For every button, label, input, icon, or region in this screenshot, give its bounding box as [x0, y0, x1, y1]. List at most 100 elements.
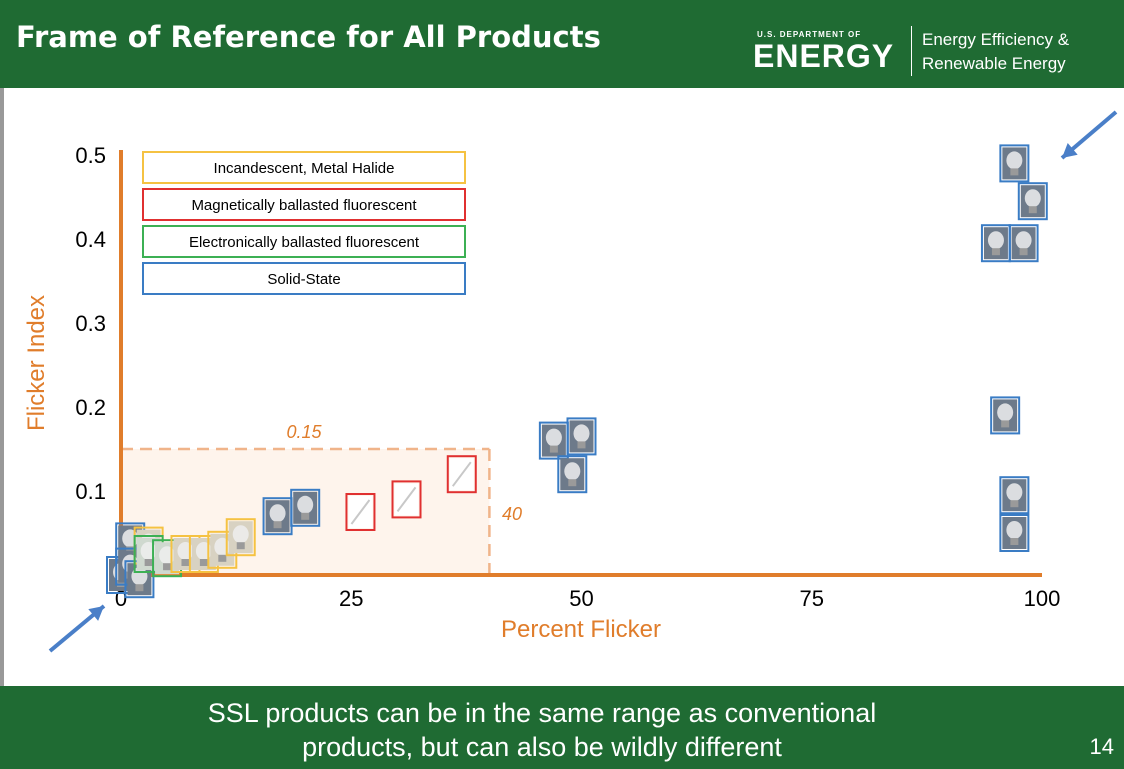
bulb-base [236, 542, 245, 550]
data-point-magnetic [446, 455, 477, 494]
legend-swatch-box [142, 188, 466, 221]
bulb-base [163, 563, 172, 571]
legend-swatch-box [142, 151, 466, 184]
bulb-base [1010, 168, 1019, 176]
legend-swatch-box [142, 225, 466, 258]
legend-label: Electronically ballasted fluorescent [189, 234, 420, 251]
bulb-shape [1006, 483, 1023, 502]
bulb-shape [122, 529, 139, 548]
header-bar: Frame of Reference for All Products U.S.… [0, 0, 1124, 88]
arrow-icon-bottom-left [48, 604, 106, 653]
data-point-solid_state [1017, 182, 1048, 221]
bulb-shape [269, 504, 286, 523]
bulb-shape [545, 428, 562, 447]
y-axis-label: Flicker Index [23, 295, 50, 431]
point-marker-border [290, 488, 321, 527]
bulb-base [218, 554, 227, 562]
footer-bar: SSL products can be in the same range as… [0, 686, 1124, 769]
tube-shape [451, 461, 472, 487]
point-marker-border [391, 480, 422, 519]
x-axis-label: Percent Flicker [501, 616, 661, 643]
y-tick-label: 0.5 [75, 143, 106, 168]
point-marker-border [999, 476, 1030, 515]
data-point-magnetic [345, 493, 376, 531]
bulb-base [1010, 538, 1019, 545]
annotation-flicker-index-threshold: 0.15 [286, 422, 322, 442]
y-tick-label: 0.2 [75, 395, 106, 420]
x-tick-label: 75 [800, 586, 824, 611]
legend-group: Incandescent, Metal Halide Magnetically b… [142, 151, 466, 295]
bulb-base [117, 580, 125, 587]
bulb-shape [987, 231, 1004, 250]
point-marker-border [990, 396, 1021, 435]
x-tick-label: 25 [339, 586, 363, 611]
bulb-shape [564, 462, 581, 481]
bulb-shape [1024, 189, 1041, 208]
bulb-base [1028, 206, 1037, 214]
x-tick-label: 50 [569, 586, 593, 611]
data-point-solid_state [1008, 224, 1039, 263]
bulb-shape [195, 542, 212, 560]
eere-line-1: Energy Efficiency & [922, 30, 1070, 49]
bulb-base [126, 546, 135, 554]
bulb-base [273, 521, 282, 529]
bulb-base [577, 441, 586, 449]
bulb-base [181, 559, 190, 566]
data-point-solid_state [557, 455, 588, 494]
legend-label: Magnetically ballasted fluorescent [191, 197, 417, 214]
data-point-incandescent [225, 518, 256, 557]
data-point-solid_state [290, 488, 321, 527]
bulb-shape [1006, 521, 1023, 539]
y-tick-label: 0.4 [75, 227, 106, 252]
point-marker-border [1008, 224, 1039, 263]
slide-title: Frame of Reference for All Products [16, 20, 601, 54]
bulb-shape [297, 495, 314, 514]
data-point-solid_state [262, 497, 293, 536]
bulb-base [1010, 500, 1019, 508]
data-point-solid_state [999, 144, 1030, 183]
point-marker-border [566, 417, 597, 456]
bulb-shape [573, 424, 590, 443]
bulb-base [144, 559, 153, 566]
tube-shape [396, 486, 417, 512]
bulb-shape [177, 542, 194, 560]
data-point-solid_state [566, 417, 597, 456]
bulb-base [301, 512, 310, 520]
footer-message-line-1: SSL products can be in the same range as… [207, 698, 877, 728]
x-tick-label: 100 [1024, 586, 1061, 611]
point-marker-border [1017, 182, 1048, 221]
bulb-base [549, 445, 558, 453]
doe-logo-small-text: U.S. DEPARTMENT OF [757, 30, 862, 39]
slide-left-edge [0, 88, 4, 686]
point-marker-border [557, 455, 588, 494]
point-marker-border [345, 493, 376, 531]
y-tick-label: 0.1 [75, 479, 106, 504]
y-tick-label: 0.3 [75, 311, 106, 336]
bulb-shape [1006, 151, 1023, 170]
bulb-base [135, 584, 144, 592]
legend-label: Incandescent, Metal Halide [214, 160, 395, 177]
data-point-solid_state [538, 421, 569, 460]
tube-shape [350, 499, 371, 525]
point-marker-border [999, 144, 1030, 183]
arrow-icon-top-right [1060, 110, 1118, 160]
eere-line-2: Renewable Energy [922, 54, 1066, 73]
annotation-percent-flicker-threshold: 40 [502, 504, 522, 524]
doe-logo-text: ENERGY [753, 38, 895, 74]
legend-label: Solid-State [267, 271, 340, 288]
bulb-shape [140, 542, 157, 560]
bulb-shape [1015, 231, 1032, 250]
legend-entry-solid_state: Solid-State [142, 262, 466, 295]
data-point-solid_state [990, 396, 1021, 435]
logo-divider [911, 26, 912, 76]
data-point-solid_state [999, 514, 1030, 552]
legend-entry-electronic: Electronically ballasted fluorescent [142, 225, 466, 258]
bulb-base [568, 479, 577, 487]
legend-entry-incandescent: Incandescent, Metal Halide [142, 151, 466, 184]
arrows-group [48, 110, 1118, 653]
arrow-head [88, 606, 104, 621]
data-point-solid_state [980, 224, 1011, 263]
bulb-base [1001, 420, 1010, 428]
